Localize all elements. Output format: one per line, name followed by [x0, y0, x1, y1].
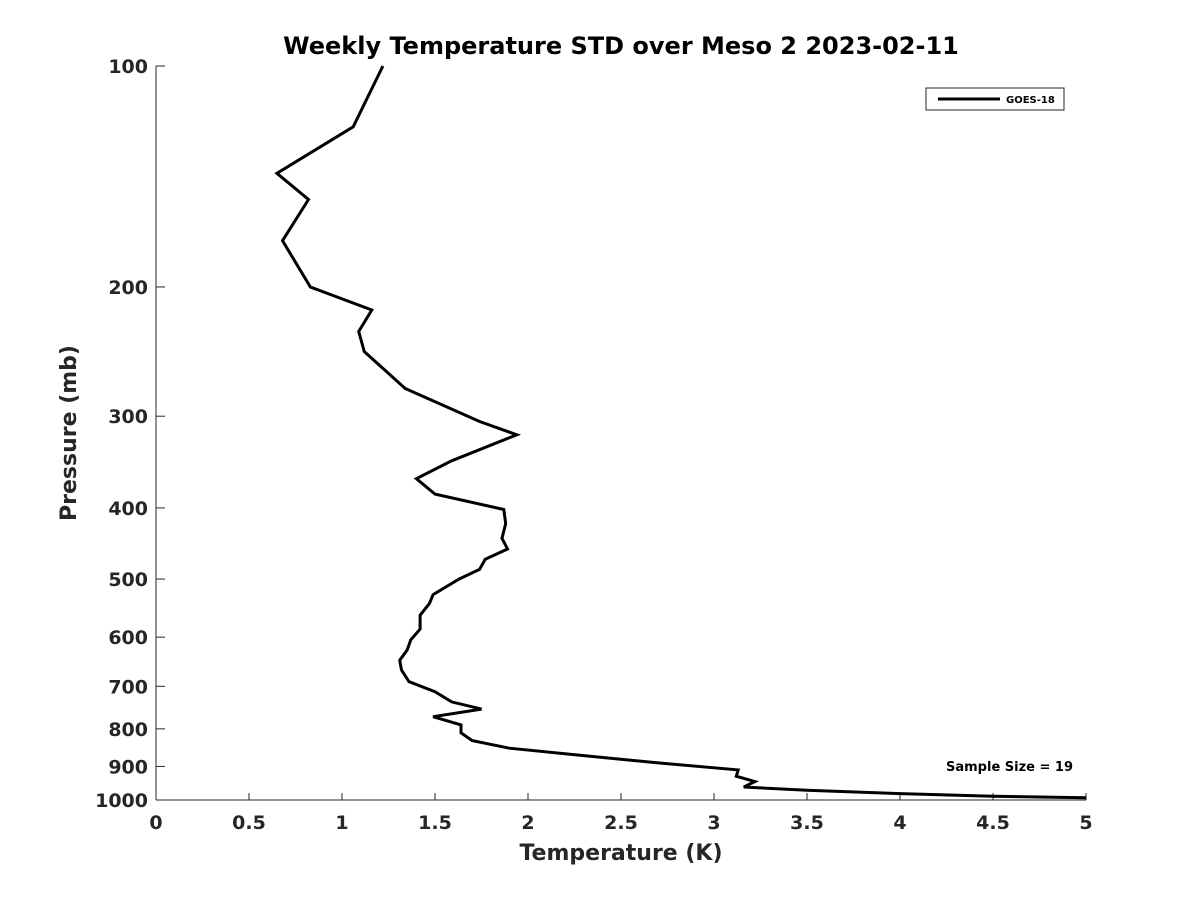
x-tick-label: 2.5 — [604, 812, 638, 834]
x-tick-label: 0 — [149, 812, 162, 834]
x-tick-label: 4 — [893, 812, 906, 834]
y-tick-label: 100 — [108, 56, 148, 78]
chart-title: Weekly Temperature STD over Meso 2 2023-… — [283, 32, 959, 60]
y-tick-label: 900 — [108, 756, 148, 778]
legend-label-goes-18: GOES-18 — [1006, 95, 1055, 106]
series-line-goes-18 — [274, 65, 1087, 800]
y-tick-label: 1000 — [95, 790, 148, 812]
y-tick-label: 600 — [108, 627, 148, 649]
x-tick-label: 0.5 — [232, 812, 266, 834]
x-tick-label: 1.5 — [418, 812, 452, 834]
y-tick-label: 500 — [108, 569, 148, 591]
y-tick-label: 700 — [108, 676, 148, 698]
legend: GOES-18 — [925, 87, 1065, 111]
x-tick-label: 3.5 — [790, 812, 824, 834]
x-tick-label: 2 — [521, 812, 534, 834]
x-tick-label: 3 — [707, 812, 720, 834]
x-tick-label: 1 — [335, 812, 348, 834]
y-tick-label: 800 — [108, 719, 148, 741]
x-ticks: 0 0.5 1 1.5 2 2.5 3 3.5 4 4.5 5 — [149, 793, 1093, 834]
y-tick-label: 200 — [108, 277, 148, 299]
y-axis-label: Pressure (mb) — [57, 345, 82, 521]
x-tick-label: 4.5 — [976, 812, 1010, 834]
y-ticks: 100 200 300 400 500 600 700 800 900 1000 — [95, 56, 165, 812]
x-axis-label: Temperature (K) — [519, 841, 722, 866]
y-tick-label: 400 — [108, 498, 148, 520]
x-tick-label: 5 — [1079, 812, 1092, 834]
y-tick-label: 300 — [108, 406, 148, 428]
sample-size-annotation: Sample Size = 19 — [946, 760, 1073, 775]
series-layer — [274, 65, 1087, 800]
